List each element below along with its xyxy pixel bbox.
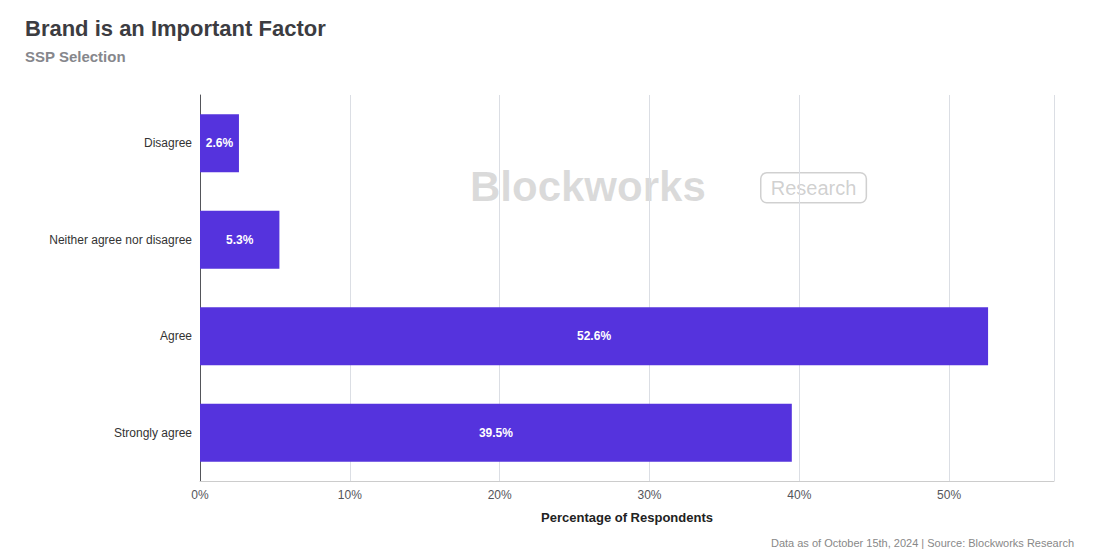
svg-text:Disagree: Disagree bbox=[144, 136, 192, 150]
svg-text:Agree: Agree bbox=[160, 329, 192, 343]
svg-text:Percentage of Respondents: Percentage of Respondents bbox=[541, 510, 713, 525]
svg-text:0%: 0% bbox=[191, 488, 209, 502]
svg-text:Neither agree nor disagree: Neither agree nor disagree bbox=[49, 233, 192, 247]
svg-text:39.5%: 39.5% bbox=[479, 426, 513, 440]
svg-text:5.3%: 5.3% bbox=[226, 233, 254, 247]
svg-text:Data as of October 15th, 2024: Data as of October 15th, 2024 | Source: … bbox=[771, 537, 1074, 549]
svg-text:52.6%: 52.6% bbox=[577, 329, 611, 343]
svg-text:40%: 40% bbox=[787, 488, 811, 502]
svg-text:SSP Selection: SSP Selection bbox=[25, 48, 126, 65]
svg-text:10%: 10% bbox=[338, 488, 362, 502]
svg-text:20%: 20% bbox=[488, 488, 512, 502]
svg-text:30%: 30% bbox=[637, 488, 661, 502]
svg-text:Blockworks: Blockworks bbox=[470, 163, 706, 210]
svg-text:50%: 50% bbox=[937, 488, 961, 502]
svg-text:Research: Research bbox=[771, 177, 857, 199]
svg-text:2.6%: 2.6% bbox=[206, 136, 234, 150]
svg-text:Brand is an Important Factor: Brand is an Important Factor bbox=[25, 16, 326, 41]
svg-text:Strongly agree: Strongly agree bbox=[114, 426, 192, 440]
